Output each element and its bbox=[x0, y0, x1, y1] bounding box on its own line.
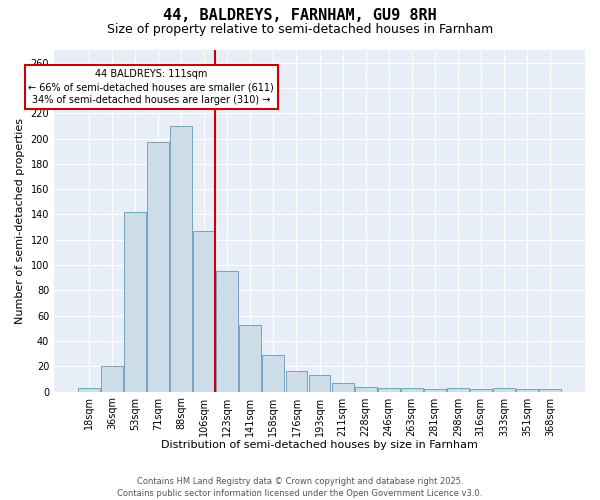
Bar bbox=[101, 366, 123, 392]
Text: Size of property relative to semi-detached houses in Farnham: Size of property relative to semi-detach… bbox=[107, 22, 493, 36]
Bar bbox=[424, 389, 446, 392]
Bar bbox=[147, 142, 169, 392]
Bar bbox=[124, 212, 146, 392]
Bar bbox=[493, 388, 515, 392]
Bar bbox=[377, 388, 400, 392]
Bar bbox=[170, 126, 192, 392]
X-axis label: Distribution of semi-detached houses by size in Farnham: Distribution of semi-detached houses by … bbox=[161, 440, 478, 450]
Bar bbox=[539, 389, 561, 392]
Bar bbox=[516, 389, 538, 392]
Bar bbox=[239, 324, 262, 392]
Bar bbox=[262, 355, 284, 392]
Bar bbox=[447, 388, 469, 392]
Bar bbox=[217, 272, 238, 392]
Bar bbox=[355, 386, 377, 392]
Text: 44, BALDREYS, FARNHAM, GU9 8RH: 44, BALDREYS, FARNHAM, GU9 8RH bbox=[163, 8, 437, 22]
Bar bbox=[401, 388, 422, 392]
Bar bbox=[193, 231, 215, 392]
Text: 44 BALDREYS: 111sqm
← 66% of semi-detached houses are smaller (611)
34% of semi-: 44 BALDREYS: 111sqm ← 66% of semi-detach… bbox=[28, 69, 274, 106]
Y-axis label: Number of semi-detached properties: Number of semi-detached properties bbox=[15, 118, 25, 324]
Bar bbox=[286, 372, 307, 392]
Bar bbox=[332, 382, 353, 392]
Bar bbox=[470, 389, 492, 392]
Bar bbox=[78, 388, 100, 392]
Text: Contains HM Land Registry data © Crown copyright and database right 2025.
Contai: Contains HM Land Registry data © Crown c… bbox=[118, 476, 482, 498]
Bar bbox=[308, 375, 331, 392]
